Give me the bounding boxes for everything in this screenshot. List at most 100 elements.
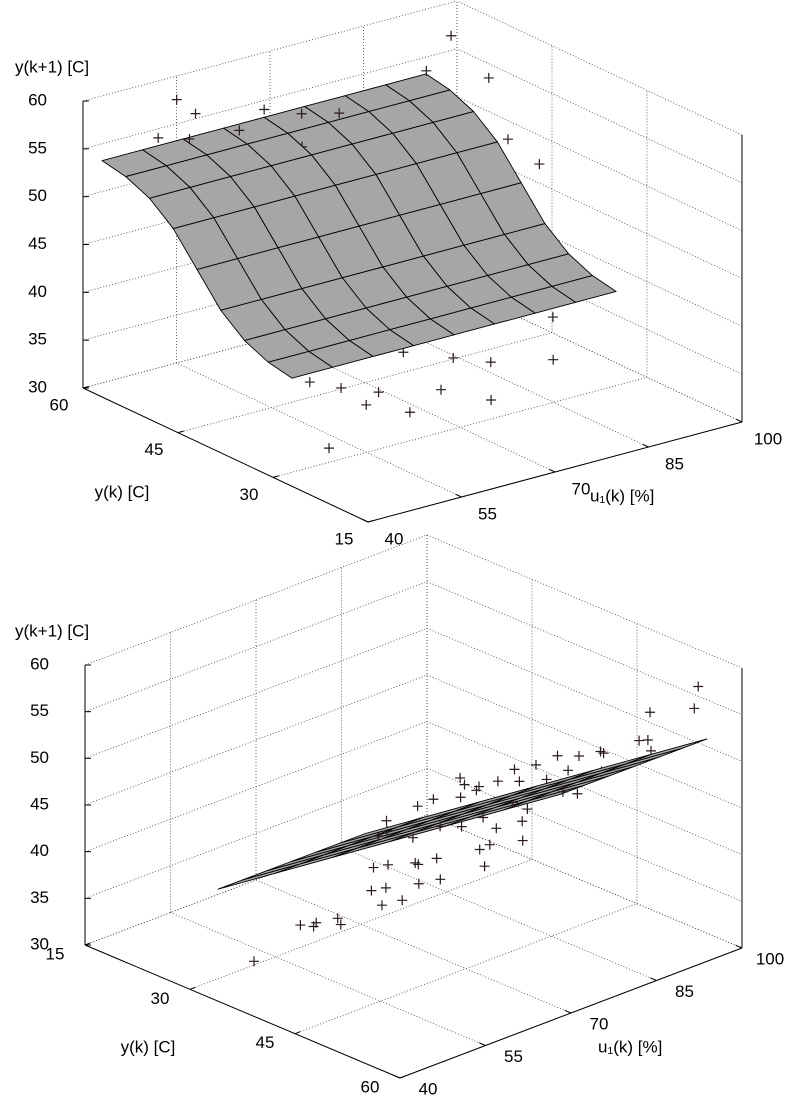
tick-mark xyxy=(736,418,743,423)
data-point xyxy=(509,764,520,775)
data-point xyxy=(547,312,558,323)
data-point xyxy=(412,801,423,812)
z-tick-label: 30 xyxy=(30,934,49,953)
data-point xyxy=(514,776,525,787)
axis-line xyxy=(82,387,369,523)
data-point xyxy=(642,734,653,745)
data-point xyxy=(557,786,568,797)
data-point xyxy=(474,781,484,792)
data-point xyxy=(486,395,497,406)
data-point xyxy=(552,750,563,761)
z-tick-label: 40 xyxy=(30,841,49,860)
grid-line xyxy=(84,767,428,899)
data-point xyxy=(428,794,439,805)
data-point xyxy=(397,895,408,906)
tick-mark xyxy=(272,475,279,478)
grid-line xyxy=(189,858,533,990)
y-tick-label: 30 xyxy=(151,989,170,1008)
data-point xyxy=(336,382,347,393)
data-point xyxy=(413,878,424,889)
data-point xyxy=(380,882,391,893)
tick-mark xyxy=(399,1075,406,1079)
data-point xyxy=(171,94,182,105)
data-point xyxy=(455,792,466,803)
data-point xyxy=(548,354,559,365)
x-tick-label: 100 xyxy=(756,949,784,968)
x-tick-label: 40 xyxy=(385,529,404,548)
z-tick-label: 35 xyxy=(30,888,49,907)
data-point xyxy=(377,900,387,911)
tick-mark xyxy=(455,493,462,498)
data-point xyxy=(361,399,372,410)
z-tick-label: 45 xyxy=(28,234,47,253)
data-point xyxy=(517,835,528,846)
y-tick-label: 60 xyxy=(361,1077,380,1096)
data-point xyxy=(311,917,322,928)
grid-line xyxy=(456,0,743,136)
data-point xyxy=(563,765,574,776)
surface-patch xyxy=(340,817,423,844)
z-axis-label: y(k+1) [C] xyxy=(15,57,89,76)
surface-patch xyxy=(625,738,708,765)
data-point xyxy=(259,104,270,115)
data-point xyxy=(572,788,583,799)
y-axis-label: y(k) [C] xyxy=(95,482,150,501)
data-point xyxy=(474,844,485,855)
data-point xyxy=(479,861,490,872)
data-point xyxy=(431,853,442,864)
x-tick-label: 70 xyxy=(572,479,591,498)
tick-mark xyxy=(84,942,91,946)
data-point xyxy=(491,823,502,834)
data-point xyxy=(335,919,346,930)
z-tick-label: 50 xyxy=(30,748,49,767)
y-axis-label: y(k) [C] xyxy=(121,1037,176,1056)
grid-line xyxy=(84,721,428,853)
data-point xyxy=(478,812,489,823)
data-point xyxy=(381,815,392,826)
data-point xyxy=(334,108,345,119)
tick-mark xyxy=(189,986,196,990)
tick-mark xyxy=(650,977,657,981)
data-point xyxy=(534,159,545,170)
data-point xyxy=(446,30,457,41)
data-point xyxy=(410,857,421,868)
y-tick-label: 45 xyxy=(145,440,164,459)
data-point xyxy=(234,125,245,136)
y-tick-label: 30 xyxy=(240,485,259,504)
x-tick-label: 40 xyxy=(419,1079,438,1098)
surface-patch xyxy=(149,186,215,230)
y-tick-label: 60 xyxy=(50,395,69,414)
grid-line xyxy=(84,674,428,806)
surface-patch xyxy=(267,350,333,379)
data-point xyxy=(249,956,259,967)
data-point xyxy=(421,65,432,76)
grid-line xyxy=(84,581,428,713)
tick-mark xyxy=(549,468,556,473)
data-point xyxy=(693,681,704,692)
z-tick-label: 55 xyxy=(28,138,47,157)
tick-mark xyxy=(367,520,374,523)
tick-mark xyxy=(82,386,89,389)
data-point xyxy=(304,377,315,388)
x-tick-label: 70 xyxy=(590,1014,609,1033)
z-tick-label: 40 xyxy=(28,282,47,301)
x-tick-label: 55 xyxy=(504,1047,523,1066)
chart: 303540455055601530456040557085100y(k+1) … xyxy=(15,0,782,548)
x-axis-label: u₁(k) [%] xyxy=(590,486,654,505)
z-tick-label: 45 xyxy=(30,794,49,813)
data-point xyxy=(483,72,494,83)
data-point xyxy=(595,746,606,757)
tick-mark xyxy=(564,1009,572,1014)
grid-line xyxy=(255,879,572,1014)
data-point xyxy=(436,384,446,395)
data-point xyxy=(456,821,467,832)
data-point xyxy=(295,920,306,931)
tick-mark xyxy=(735,944,743,949)
data-point xyxy=(435,821,446,832)
z-tick-label: 30 xyxy=(28,377,47,396)
data-point xyxy=(574,750,584,761)
grid-line xyxy=(176,362,462,498)
data-point xyxy=(448,352,459,363)
data-point xyxy=(484,839,495,850)
